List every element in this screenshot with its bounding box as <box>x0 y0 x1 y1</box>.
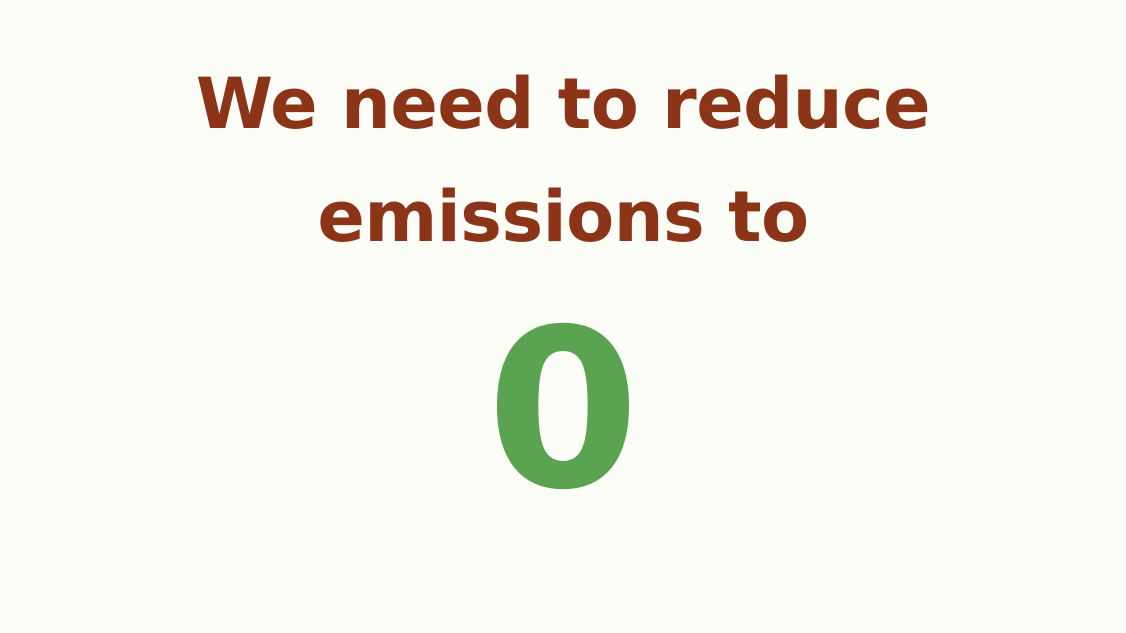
headline: We need to reduce emissions to <box>0 48 1126 274</box>
headline-line-2: emissions to <box>317 176 809 258</box>
headline-line-1: We need to reduce <box>195 63 931 145</box>
big-number: 0 <box>486 282 640 538</box>
